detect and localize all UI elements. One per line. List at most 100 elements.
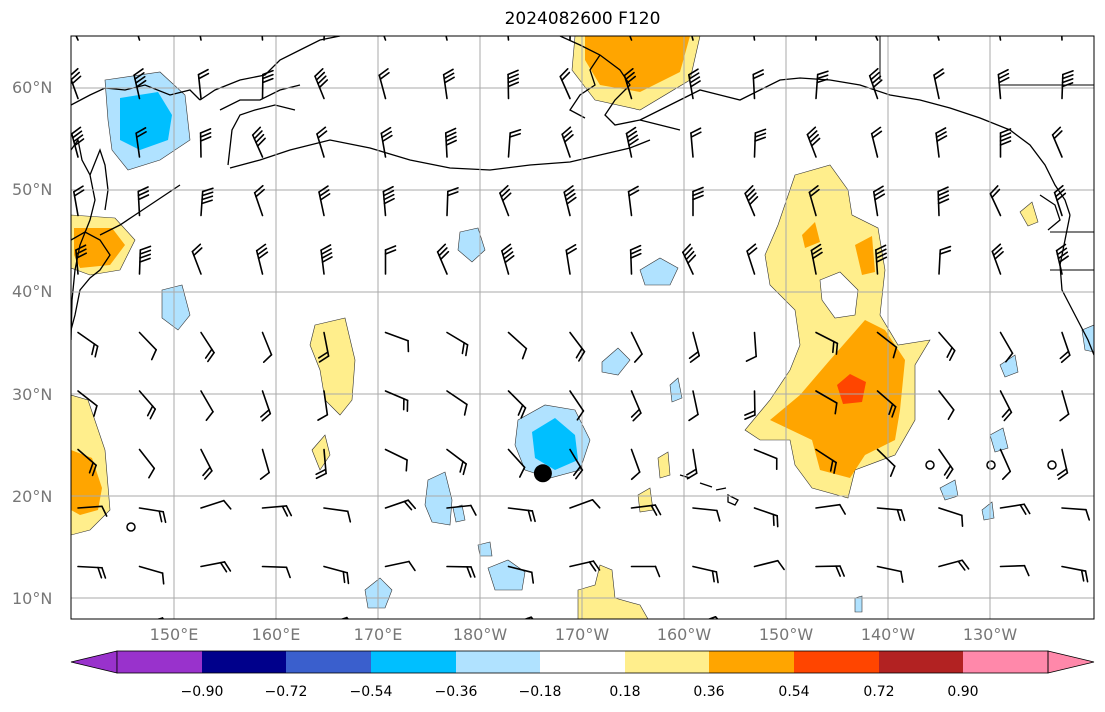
wind-barb bbox=[808, 185, 820, 217]
wind-barb bbox=[688, 68, 701, 100]
colorbar-tick-label: 0.72 bbox=[863, 684, 895, 700]
colorbar-tick-label: −0.54 bbox=[349, 684, 393, 700]
wind-barb bbox=[261, 331, 273, 364]
wind-barb bbox=[1061, 507, 1091, 521]
wind-barb bbox=[938, 448, 954, 479]
wind-barb bbox=[442, 68, 455, 100]
wind-barb bbox=[507, 69, 520, 100]
wind-barb bbox=[77, 505, 108, 517]
wind-barb bbox=[569, 448, 584, 480]
wind-barb bbox=[627, 185, 640, 217]
positive-anomaly-core bbox=[74, 228, 125, 268]
negative-anomaly-region bbox=[854, 595, 863, 613]
negative-anomaly-region bbox=[981, 501, 995, 521]
positive-anomaly-region bbox=[657, 451, 671, 479]
lon-label: 160°E bbox=[251, 625, 301, 644]
lon-label: 150°E bbox=[149, 625, 199, 644]
positive-anomaly-core bbox=[71, 450, 102, 515]
wind-barb bbox=[138, 507, 167, 524]
wind-barb bbox=[690, 127, 702, 158]
wind-barb bbox=[316, 126, 328, 158]
wind-barb bbox=[323, 565, 350, 585]
wind-barb bbox=[753, 559, 785, 571]
wind-barb bbox=[138, 331, 157, 361]
graticule bbox=[71, 36, 1094, 619]
wind-barb bbox=[200, 331, 215, 363]
negative-anomaly-region bbox=[161, 284, 191, 331]
wind-barb bbox=[75, 244, 88, 275]
wind-barb bbox=[744, 390, 756, 420]
negative-anomaly-region bbox=[989, 427, 1009, 453]
strong-positive-anomaly bbox=[837, 374, 866, 404]
positive-anomaly-core bbox=[802, 222, 820, 248]
wind-barb bbox=[384, 499, 417, 511]
lat-label: 30°N bbox=[12, 385, 53, 404]
wind-barb bbox=[692, 507, 721, 522]
wind-barb bbox=[507, 507, 536, 523]
wind-barb bbox=[446, 504, 477, 516]
wind-barb bbox=[810, 243, 823, 275]
wind-barb bbox=[201, 623, 230, 635]
wind-barb bbox=[135, 127, 147, 158]
wind-barb bbox=[999, 331, 1014, 363]
colorbar-segment bbox=[625, 651, 709, 673]
wind-barb bbox=[1056, 448, 1069, 480]
wind-barb bbox=[1059, 331, 1071, 364]
wind-barb bbox=[815, 331, 839, 355]
lon-label: 140°W bbox=[860, 625, 916, 644]
wind-barb bbox=[507, 565, 535, 584]
wind-barb bbox=[446, 331, 469, 357]
colorbar-segment bbox=[794, 651, 879, 673]
wind-barb bbox=[745, 331, 757, 362]
wind-barb bbox=[565, 243, 577, 275]
wind-barb bbox=[314, 67, 329, 100]
wind-barb bbox=[315, 448, 327, 480]
colorbar-tick-label: −0.18 bbox=[518, 684, 562, 700]
wind-barb bbox=[989, 185, 1002, 217]
colorbar-extend-min bbox=[70, 650, 118, 674]
wind-barb bbox=[935, 127, 948, 158]
wind-barb bbox=[1053, 184, 1067, 217]
wind-barb bbox=[138, 565, 165, 585]
lat-label: 20°N bbox=[12, 487, 53, 506]
wind-barb bbox=[999, 128, 1012, 158]
colorbar-segment bbox=[286, 651, 371, 673]
wind-barb bbox=[630, 331, 643, 363]
colorbar-segment bbox=[963, 651, 1048, 673]
positive-anomaly-region bbox=[309, 317, 356, 416]
wind-barb bbox=[320, 244, 333, 275]
wind-barb bbox=[444, 127, 457, 158]
wind-barb bbox=[73, 185, 85, 217]
wind-barb bbox=[1051, 126, 1063, 158]
colorbar-tick-label: −0.36 bbox=[434, 684, 478, 700]
wind-barb bbox=[569, 331, 586, 362]
wind-barb bbox=[133, 68, 147, 100]
wind-barb bbox=[446, 390, 468, 416]
negative-anomaly-region bbox=[999, 354, 1019, 378]
map-title: 2024082600 F120 bbox=[504, 9, 661, 29]
wind-barb bbox=[938, 331, 956, 361]
wind-barb bbox=[630, 448, 641, 481]
colorbar-tick-label: −0.90 bbox=[180, 684, 224, 700]
positive-anomaly-core bbox=[770, 320, 905, 478]
wind-barb bbox=[323, 507, 352, 523]
wind-barb bbox=[317, 390, 329, 421]
wind-barb bbox=[251, 126, 266, 158]
lon-label: 170°E bbox=[353, 625, 403, 644]
wind-barb bbox=[876, 331, 898, 359]
wind-barb bbox=[318, 185, 331, 217]
map-frame bbox=[70, 35, 1095, 620]
colorbar-segment bbox=[879, 651, 963, 673]
colorbar-segment bbox=[117, 651, 202, 673]
wind-barb bbox=[815, 70, 829, 100]
wind-barb bbox=[753, 507, 779, 528]
wind-barb bbox=[686, 448, 698, 480]
wind-barb bbox=[200, 499, 232, 510]
wind-barb bbox=[938, 390, 955, 421]
wind-barb bbox=[1059, 625, 1089, 643]
wind-barb bbox=[868, 67, 883, 100]
colorbar-tick-label: 0.36 bbox=[693, 684, 725, 700]
lon-label: 180°W bbox=[452, 625, 508, 644]
wind-barb bbox=[501, 243, 515, 275]
